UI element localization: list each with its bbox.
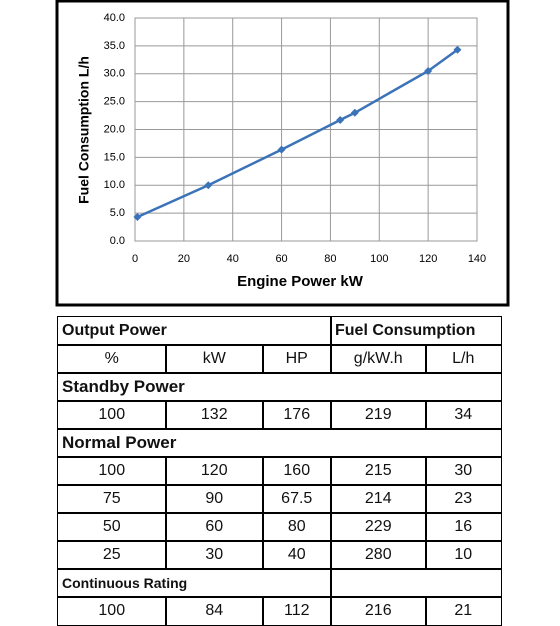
- marker: [350, 108, 359, 117]
- section-title: Continuous Rating: [57, 568, 332, 598]
- marker: [424, 66, 433, 75]
- table-cell: 100: [57, 400, 167, 430]
- x-tick-label: 20: [178, 253, 190, 265]
- x-tick-label: 0: [132, 253, 138, 265]
- marker: [277, 145, 286, 154]
- table-cell: 34: [425, 400, 502, 430]
- table-cell: 25: [57, 540, 167, 570]
- x-tick-label: 80: [324, 253, 336, 265]
- marker: [133, 213, 142, 222]
- table-cell: 30: [425, 456, 502, 486]
- y-tick-label: 5.0: [110, 207, 125, 219]
- y-tick-label: 15.0: [104, 151, 125, 163]
- x-tick-label: 40: [227, 253, 239, 265]
- table-cell: 84: [165, 596, 264, 626]
- line: [136, 48, 459, 219]
- table-cell: 280: [330, 540, 427, 570]
- section-title: Standby Power: [57, 372, 502, 402]
- table-cell: 215: [330, 456, 427, 486]
- column-header: %: [57, 344, 167, 374]
- table-cell: 21: [425, 596, 502, 626]
- table-cell: 60: [165, 512, 264, 542]
- column-header: HP: [262, 344, 332, 374]
- x-axis-title: Engine Power kW: [237, 273, 364, 290]
- table-cell: 176: [262, 400, 332, 430]
- y-tick-label: 0.0: [110, 235, 125, 247]
- column-header: kW: [165, 344, 264, 374]
- marker: [336, 116, 345, 125]
- table-cell: 40: [262, 540, 332, 570]
- chart: Engine Power kW Fuel Consumption L/h 0.0…: [55, 0, 510, 307]
- marker: [453, 45, 462, 54]
- header-cell: Output Power: [57, 316, 332, 346]
- y-tick-label: 40.0: [104, 12, 125, 24]
- x-tick-label: 100: [370, 253, 388, 265]
- table-cell: 112: [262, 596, 332, 626]
- x-tick-label: 140: [468, 253, 486, 265]
- table-cell: 75: [57, 484, 167, 514]
- marker: [204, 181, 213, 190]
- table-cell: 50: [57, 512, 167, 542]
- empty-cell: [330, 568, 502, 598]
- column-header: g/kW.h: [330, 344, 427, 374]
- table-cell: 214: [330, 484, 427, 514]
- table-cell: 132: [165, 400, 264, 430]
- x-tick-label: 60: [275, 253, 287, 265]
- table-cell: 229: [330, 512, 427, 542]
- y-tick-label: 25.0: [104, 96, 125, 108]
- table-cell: 10: [425, 540, 502, 570]
- x-tick-label: 120: [419, 253, 437, 265]
- table-cell: 120: [165, 456, 264, 486]
- table-cell: 160: [262, 456, 332, 486]
- table-cell: 16: [425, 512, 502, 542]
- table-cell: 80: [262, 512, 332, 542]
- y-axis-title: Fuel Consumption L/h: [76, 56, 92, 204]
- y-tick-label: 10.0: [104, 179, 125, 191]
- table-cell: 219: [330, 400, 427, 430]
- table-cell: 100: [57, 596, 167, 626]
- table-cell: 30: [165, 540, 264, 570]
- chart-frame: [55, 0, 510, 307]
- y-tick-label: 30.0: [104, 68, 125, 80]
- table-cell: 90: [165, 484, 264, 514]
- table-cell: 216: [330, 596, 427, 626]
- section-title: Normal Power: [57, 428, 502, 458]
- y-tick-label: 20.0: [104, 123, 125, 135]
- table-cell: 67.5: [262, 484, 332, 514]
- y-tick-label: 35.0: [104, 40, 125, 52]
- header-cell: Fuel Consumption: [330, 316, 502, 346]
- table-cell: 23: [425, 484, 502, 514]
- table-cell: 100: [57, 456, 167, 486]
- column-header: L/h: [425, 344, 502, 374]
